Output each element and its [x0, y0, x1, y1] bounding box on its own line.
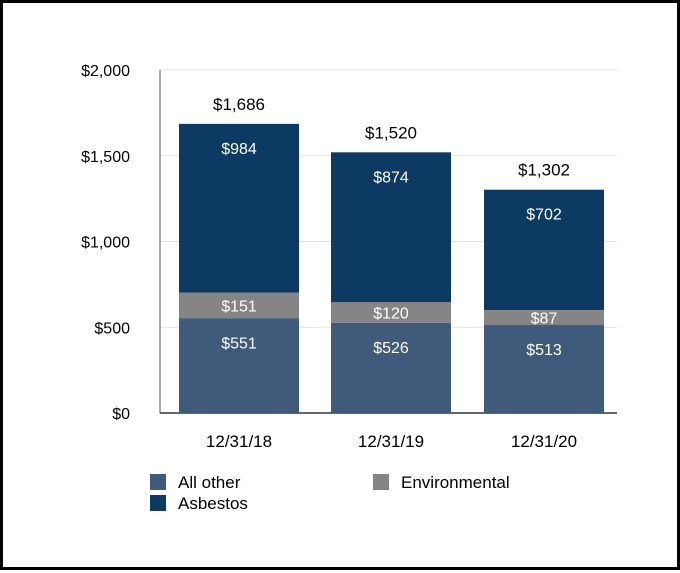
y-tick-label: $2,000: [81, 63, 130, 80]
data-label-asbestos: $874: [373, 169, 409, 186]
stacked-bar-chart: $0 $500 $1,000 $1,500 $2,000 $551 $151 $984 $1,6…: [81, 63, 617, 513]
total-label: $1,520: [365, 123, 417, 142]
legend-label-all-other: All other: [178, 473, 241, 492]
y-tick-label: $0: [112, 406, 130, 423]
data-label-all-other: $513: [526, 342, 562, 359]
bar-segment-all-other: [484, 325, 604, 413]
data-label-asbestos: $984: [221, 141, 257, 158]
data-label-environmental: $87: [531, 311, 558, 328]
bar-segment-all-other: [331, 322, 451, 413]
bar-segment-asbestos: [179, 123, 299, 293]
legend-swatch-all-other: [150, 474, 166, 490]
legend-swatch-asbestos: [150, 495, 166, 511]
bar-segment-asbestos: [331, 152, 451, 303]
legend-label-environmental: Environmental: [401, 473, 510, 492]
data-label-all-other: $551: [221, 336, 257, 353]
y-tick-label: $1,500: [81, 149, 130, 166]
x-tick-label: 12/31/20: [511, 432, 577, 451]
bar-segment-environmental: [484, 310, 604, 326]
x-tick-label: 12/31/19: [358, 432, 424, 451]
data-label-all-other: $526: [373, 340, 409, 357]
bar-segment-environmental: [331, 302, 451, 323]
total-label: $1,302: [518, 161, 570, 180]
bar-segment-asbestos: [484, 189, 604, 311]
total-label: $1,686: [213, 95, 265, 114]
data-label-environmental: $151: [221, 299, 257, 316]
y-tick-label: $500: [94, 320, 130, 337]
y-tick-label: $1,000: [81, 235, 130, 252]
bar-segment-all-other: [179, 318, 299, 413]
legend-label-asbestos: Asbestos: [178, 494, 248, 513]
data-label-environmental: $120: [373, 306, 409, 323]
x-tick-label: 12/31/18: [206, 432, 272, 451]
legend-swatch-environmental: [373, 474, 389, 490]
bar-segment-environmental: [179, 292, 299, 319]
data-label-asbestos: $702: [526, 207, 562, 224]
